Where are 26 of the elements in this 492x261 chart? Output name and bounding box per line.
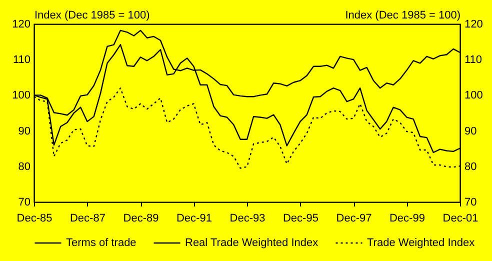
- x-tick-label: Dec-95: [282, 212, 318, 224]
- y-tick-label: 120: [12, 18, 30, 30]
- x-tick-label: Dec-01: [442, 212, 478, 224]
- y2-tick-label: 100: [464, 90, 483, 102]
- x-tick-label: Dec-97: [336, 212, 372, 224]
- x-tick-label: Dec-91: [176, 212, 212, 224]
- y-axis-title: Index (Dec 1985 = 100): [34, 10, 150, 22]
- x-tick-label: Dec-89: [123, 212, 159, 224]
- y-tick-label: 70: [18, 196, 30, 208]
- y-tick-label: 100: [12, 90, 30, 102]
- y2-tick-label: 120: [464, 18, 483, 30]
- x-tick-label: Dec-87: [70, 212, 106, 224]
- legend-label: Terms of trade: [66, 237, 136, 249]
- y-tick-label: 80: [18, 160, 30, 173]
- y2-tick-label: 90: [464, 125, 477, 138]
- y-tick-label: 110: [12, 54, 30, 66]
- legend-label: Trade Weighted Index: [367, 237, 476, 249]
- x-tick-label: Dec-99: [389, 212, 425, 224]
- y2-tick-label: 70: [464, 196, 477, 208]
- y2-tick-label: 110: [464, 54, 482, 66]
- x-tick-label: Dec-85: [16, 212, 52, 224]
- x-tick-label: Dec-93: [230, 212, 266, 224]
- y-tick-label: 90: [18, 125, 30, 138]
- y2-axis-title: Index (Dec 1985 = 100): [345, 10, 460, 22]
- legend-label: Real Trade Weighted Index: [185, 237, 319, 249]
- y2-tick-label: 80: [464, 160, 477, 173]
